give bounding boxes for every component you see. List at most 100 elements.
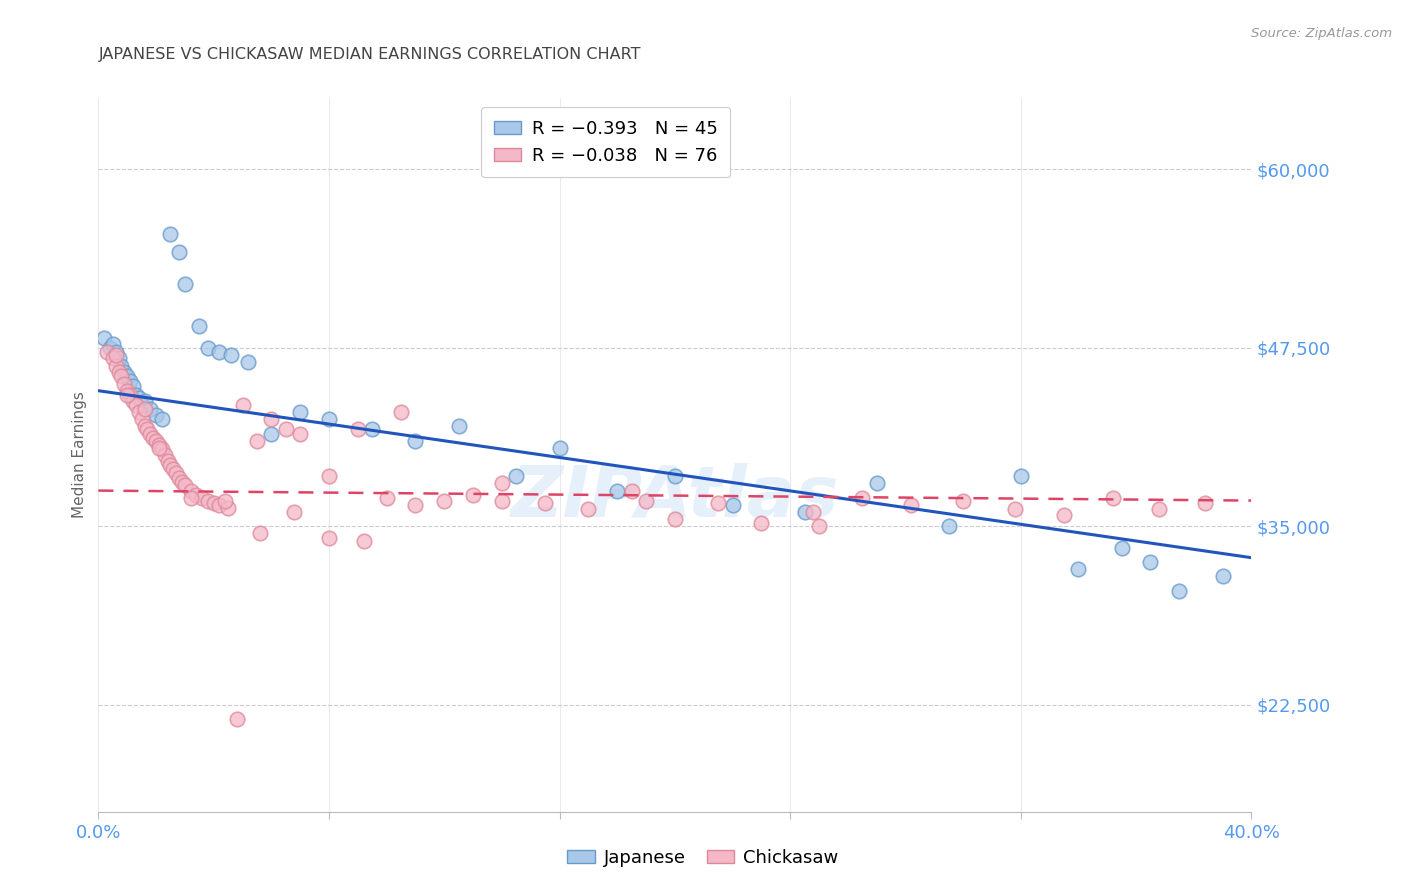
Legend: R = −0.393   N = 45, R = −0.038   N = 76: R = −0.393 N = 45, R = −0.038 N = 76 bbox=[481, 107, 730, 178]
Point bbox=[117, 388, 139, 402]
Point bbox=[636, 493, 658, 508]
Point bbox=[578, 502, 600, 516]
Point bbox=[346, 422, 368, 436]
Point bbox=[110, 369, 132, 384]
Point bbox=[128, 405, 150, 419]
Point bbox=[214, 493, 236, 508]
Point bbox=[505, 469, 527, 483]
Point bbox=[664, 512, 686, 526]
Point bbox=[1004, 502, 1026, 516]
Point bbox=[202, 496, 225, 510]
Point bbox=[353, 533, 375, 548]
Text: JAPANESE VS CHICKASAW MEDIAN EARNINGS CORRELATION CHART: JAPANESE VS CHICKASAW MEDIAN EARNINGS CO… bbox=[98, 47, 641, 62]
Point bbox=[136, 422, 159, 436]
Point bbox=[1010, 469, 1032, 483]
Point bbox=[104, 359, 127, 374]
Point bbox=[1147, 502, 1170, 516]
Point bbox=[290, 426, 312, 441]
Point bbox=[142, 431, 165, 445]
Point bbox=[148, 438, 170, 452]
Legend: Japanese, Chickasaw: Japanese, Chickasaw bbox=[560, 842, 846, 874]
Point bbox=[101, 351, 124, 365]
Point bbox=[117, 369, 139, 384]
Point bbox=[361, 422, 384, 436]
Point bbox=[389, 405, 412, 419]
Point bbox=[405, 498, 427, 512]
Point bbox=[104, 348, 127, 362]
Point bbox=[225, 712, 247, 726]
Point bbox=[174, 478, 197, 492]
Point bbox=[866, 476, 889, 491]
Point bbox=[165, 467, 187, 481]
Point bbox=[139, 402, 162, 417]
Point bbox=[170, 475, 193, 489]
Point bbox=[900, 498, 922, 512]
Point bbox=[793, 505, 815, 519]
Point bbox=[274, 422, 297, 436]
Point bbox=[238, 355, 260, 369]
Point bbox=[153, 448, 176, 462]
Point bbox=[405, 434, 427, 448]
Point bbox=[851, 491, 873, 505]
Point bbox=[246, 434, 269, 448]
Point bbox=[180, 483, 202, 498]
Point bbox=[664, 469, 686, 483]
Point bbox=[167, 471, 190, 485]
Point bbox=[491, 476, 513, 491]
Point bbox=[1194, 496, 1216, 510]
Point bbox=[318, 412, 340, 426]
Point bbox=[112, 376, 135, 391]
Point bbox=[191, 491, 214, 505]
Point bbox=[1139, 555, 1161, 569]
Point bbox=[318, 531, 340, 545]
Point bbox=[107, 351, 129, 365]
Point bbox=[122, 379, 145, 393]
Point bbox=[249, 526, 271, 541]
Point bbox=[145, 434, 167, 448]
Point bbox=[96, 345, 118, 359]
Point bbox=[197, 493, 219, 508]
Point bbox=[93, 331, 115, 345]
Text: Source: ZipAtlas.com: Source: ZipAtlas.com bbox=[1251, 27, 1392, 40]
Point bbox=[620, 483, 643, 498]
Point bbox=[162, 462, 184, 476]
Point bbox=[707, 496, 730, 510]
Point bbox=[231, 398, 254, 412]
Point bbox=[188, 319, 211, 334]
Point bbox=[208, 345, 231, 359]
Point bbox=[120, 374, 142, 388]
Point bbox=[721, 498, 744, 512]
Point bbox=[145, 408, 167, 422]
Point bbox=[461, 488, 484, 502]
Point bbox=[807, 519, 830, 533]
Point bbox=[283, 505, 305, 519]
Point bbox=[159, 227, 181, 241]
Point bbox=[107, 365, 129, 379]
Point bbox=[1067, 562, 1090, 576]
Point bbox=[433, 493, 456, 508]
Point bbox=[606, 483, 628, 498]
Point bbox=[318, 469, 340, 483]
Point bbox=[110, 359, 132, 374]
Point bbox=[219, 348, 242, 362]
Point bbox=[447, 419, 470, 434]
Point bbox=[180, 491, 202, 505]
Point bbox=[112, 365, 135, 379]
Point bbox=[131, 412, 153, 426]
Point bbox=[290, 405, 312, 419]
Point bbox=[150, 442, 173, 457]
Point bbox=[120, 388, 142, 402]
Point bbox=[125, 388, 148, 402]
Point bbox=[134, 393, 156, 408]
Point bbox=[167, 245, 190, 260]
Point bbox=[125, 398, 148, 412]
Point bbox=[186, 488, 208, 502]
Point bbox=[128, 391, 150, 405]
Point bbox=[98, 341, 121, 355]
Point bbox=[159, 458, 181, 472]
Point bbox=[952, 493, 974, 508]
Point bbox=[104, 345, 127, 359]
Point bbox=[134, 419, 156, 434]
Point bbox=[148, 441, 170, 455]
Point bbox=[534, 496, 557, 510]
